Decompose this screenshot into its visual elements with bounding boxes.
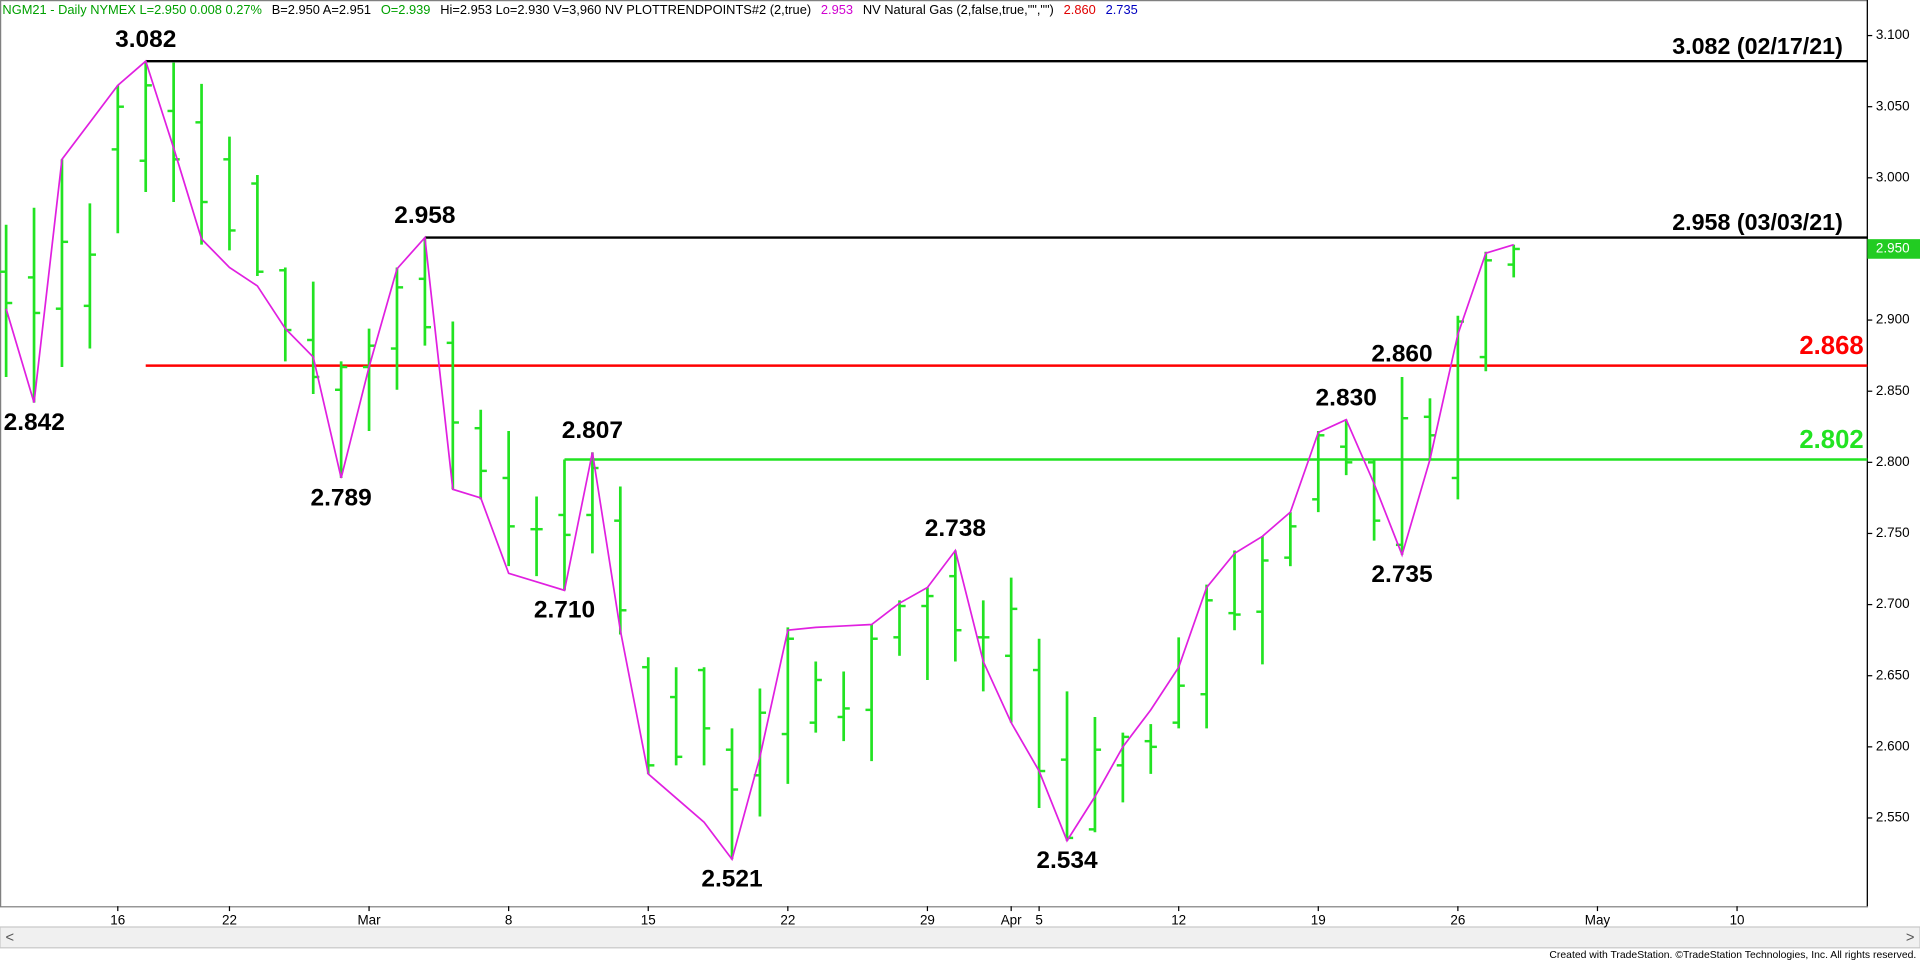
footer: Created with TradeStation. ©TradeStation… (1549, 950, 1916, 961)
header-part: B=2.950 A=2.951 (272, 2, 371, 17)
pivot-label: 2.534 (1036, 847, 1098, 874)
scrollbar[interactable] (0, 926, 1920, 949)
pivot-label: 2.958 (394, 202, 455, 229)
header-part: 2.953 (821, 2, 853, 17)
pivot-label: 2.830 (1316, 384, 1377, 411)
scroll-right[interactable]: > (1906, 930, 1915, 946)
pivot-label: 2.735 (1371, 561, 1432, 588)
pivot-label: 2.521 (701, 866, 762, 893)
y-tick-label: 3.050 (1876, 98, 1910, 113)
pivot-label: 2.789 (311, 484, 372, 511)
last-price-box (1867, 239, 1920, 259)
pivot-label: 2.842 (4, 409, 65, 436)
pivot-label: 2.710 (534, 597, 595, 624)
last-price-label: 2.950 (1876, 241, 1910, 256)
header-part: Hi=2.953 Lo=2.930 V=3,960 NV PLOTTRENDPO… (440, 2, 811, 17)
x-tick-label: May (1585, 912, 1611, 927)
y-tick-label: 2.600 (1876, 738, 1910, 753)
x-tick-label: 10 (1730, 912, 1745, 927)
y-tick-label: 2.850 (1876, 383, 1910, 398)
x-tick-label: 19 (1311, 912, 1326, 927)
x-tick-label: 22 (780, 912, 795, 927)
level-label: 2.958 (03/03/21) (1672, 209, 1843, 235)
x-tick-label: Apr (1001, 912, 1022, 927)
y-tick-label: 2.700 (1876, 596, 1910, 611)
x-tick-label: 22 (222, 912, 237, 927)
pivot-label: 2.807 (562, 417, 623, 444)
level-label: 3.082 (02/17/21) (1672, 33, 1843, 59)
x-tick-label: 16 (110, 912, 125, 927)
x-tick-label: 15 (641, 912, 656, 927)
pivot-label: 3.082 (115, 26, 176, 53)
level-label: 2.868 (1799, 332, 1863, 360)
header-part: NV Natural Gas (2,false,true,"","") (863, 2, 1054, 17)
trend-zigzag (5, 59, 1514, 862)
level-label: 2.802 (1799, 426, 1863, 454)
y-tick-label: 2.550 (1876, 810, 1910, 825)
header-part: NGM21 - Daily NYMEX L=2.950 0.008 0.27% (2, 2, 262, 17)
x-tick-label: 5 (1035, 912, 1042, 927)
pivot-label: 2.738 (925, 515, 986, 542)
header-part: 2.860 (1064, 2, 1096, 17)
x-tick-label: 26 (1450, 912, 1465, 927)
x-tick-label: Mar (357, 912, 381, 927)
x-tick-label: 8 (505, 912, 512, 927)
y-tick-label: 3.000 (1876, 169, 1910, 184)
header-part: O=2.939 (381, 2, 431, 17)
scroll-left[interactable]: < (6, 930, 15, 946)
header-part: 2.735 (1106, 2, 1138, 17)
y-tick-label: 2.800 (1876, 454, 1910, 469)
y-tick-label: 3.100 (1876, 27, 1910, 42)
y-tick-label: 2.900 (1876, 312, 1910, 327)
y-tick-label: 2.650 (1876, 667, 1910, 682)
high-label: 2.860 (1371, 340, 1432, 367)
x-tick-label: 29 (920, 912, 935, 927)
header: NGM21 - Daily NYMEX L=2.950 0.008 0.27% B… (2, 2, 1137, 17)
x-tick-label: 12 (1171, 912, 1186, 927)
y-tick-label: 2.750 (1876, 525, 1910, 540)
